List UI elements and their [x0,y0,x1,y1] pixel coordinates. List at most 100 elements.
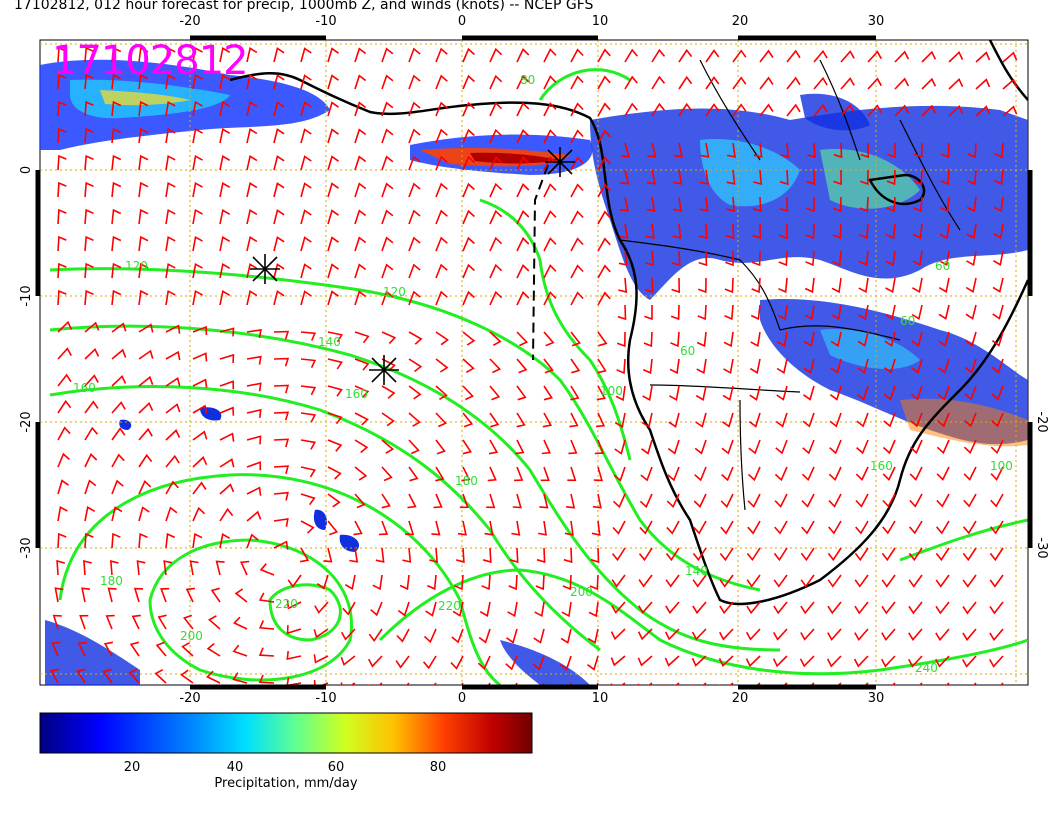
wind-barb [673,169,683,185]
wind-barb [887,142,896,159]
wind-barb [258,674,275,684]
wind-barb [160,587,170,603]
wind-barb [516,102,530,117]
wind-barb [354,155,367,171]
wind-barb [408,155,421,171]
wind-barb [57,373,72,387]
wind-barb [615,385,626,402]
wind-barb [597,129,611,144]
wind-barb [246,461,262,471]
wind-barb [637,628,653,641]
wind-barb [219,263,231,279]
wind-barb [883,412,896,428]
wind-barb [800,574,815,588]
wind-barb [746,574,761,588]
wind-barb [219,128,231,144]
wind-barb [543,75,557,90]
wind-barb [407,493,417,509]
wind-barb [454,574,464,591]
wind-barb [435,263,448,279]
wind-barb [300,520,315,534]
wind-barb [219,290,231,306]
wind-barb [597,210,611,225]
wind-barb [561,601,572,618]
wind-barb [208,615,221,630]
wind-barb [671,277,681,294]
wind-barb [367,655,383,668]
wind-barb [669,358,680,375]
wind-barb [327,385,343,397]
wind-barb [776,385,788,401]
wind-barb [644,305,653,321]
wind-barb [857,358,869,374]
wind-barb [619,223,629,239]
wind-barb [462,385,474,401]
wind-barb [694,439,707,455]
wind-barb [827,547,842,562]
wind-barb [51,641,61,657]
wind-barb [482,547,492,564]
wind-barb [479,601,491,617]
wind-barb [57,426,71,441]
wind-barb [182,614,194,630]
wind-barb [138,532,148,549]
wind-barb [516,48,530,63]
wind-barb [192,262,203,279]
wind-barb [538,520,547,536]
wind-barb [940,142,950,159]
wind-barb [724,304,734,321]
wind-barb [722,412,734,428]
wind-barb [111,46,122,63]
lon-tick-label: 0 [458,14,466,29]
wind-barb [206,642,221,657]
lat-tick-label: -20 [1034,411,1049,432]
lat-tick-label: -30 [19,537,34,558]
wind-barb [937,412,950,428]
wind-barb [354,47,367,63]
wind-barb [935,574,950,588]
wind-barb [455,547,465,564]
wind-barb [300,128,312,144]
wind-barb [354,385,370,399]
wind-barb [559,655,572,671]
wind-barb [591,520,601,536]
wind-barb [286,677,302,685]
wind-barb [642,385,653,402]
wind-barb [165,454,180,468]
wind-barb [52,614,62,630]
wind-barb [570,358,581,374]
precip-colorbar [39,712,533,754]
wind-barb [1002,105,1018,117]
wind-barb [399,574,410,591]
wind-barb [759,49,774,63]
colorbar-tick-label: 20 [123,760,141,775]
wind-barb [516,75,530,90]
wind-barb [667,439,680,455]
wind-barb [867,104,882,117]
wind-barb [313,628,329,639]
wind-barb [832,223,842,240]
wind-barb [748,412,761,428]
wind-barb [210,587,221,603]
wind-barb [882,493,896,508]
high-center-marker [369,355,399,385]
wind-barb [408,290,421,306]
wind-barb [610,655,626,667]
wind-barb [462,358,475,374]
contour-label: 160 [870,459,893,473]
wind-barb [327,358,343,370]
wind-barb [759,103,774,117]
wind-barb [354,263,367,279]
wind-barb [912,277,923,294]
wind-barb [381,155,394,171]
wind-barb [138,479,152,495]
wind-barb [566,493,576,509]
wind-barb [774,493,788,508]
wind-barb [966,250,977,267]
wind-barb [354,209,367,225]
wind-barb [192,456,208,468]
wind-barb [408,466,419,482]
lon-axis-top: -20 -10 0 10 20 30 [179,14,884,29]
wind-barb [802,412,815,428]
wind-barb [597,75,611,90]
